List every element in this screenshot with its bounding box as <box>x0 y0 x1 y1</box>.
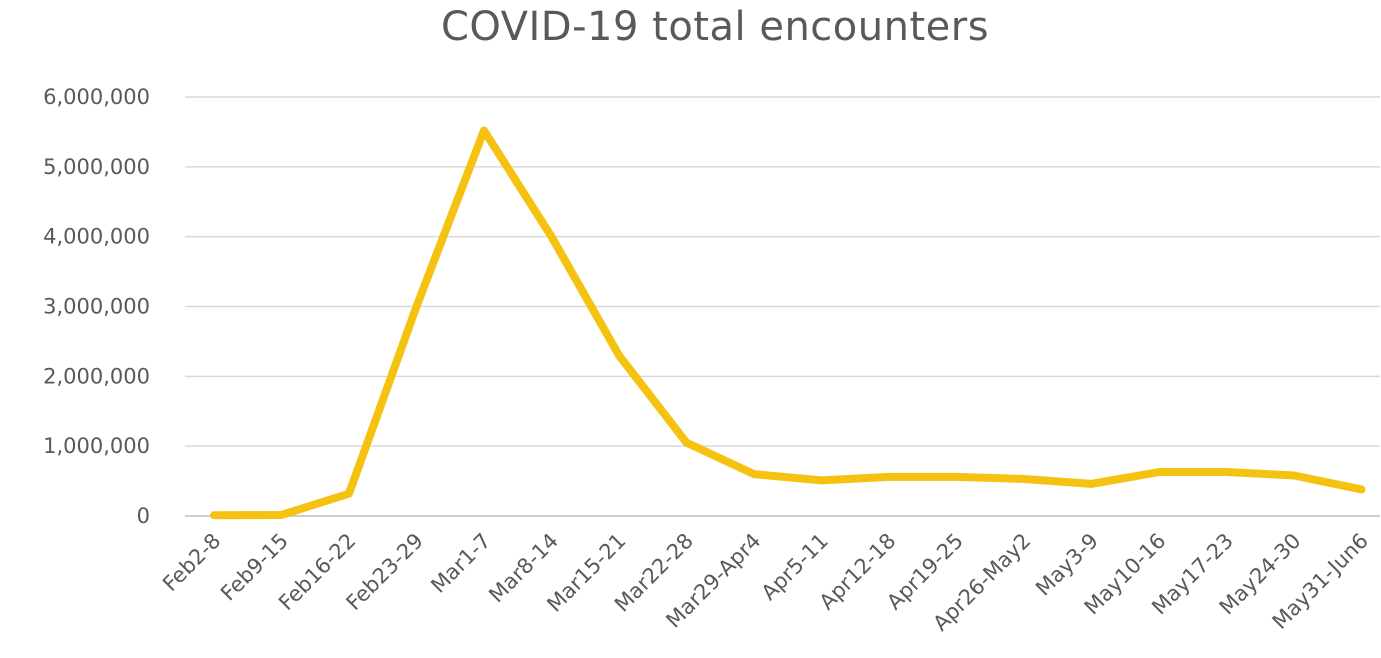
x-axis-ticks: Feb2-8Feb9-15Feb16-22Feb23-29Mar1-7Mar8-… <box>158 529 1373 636</box>
y-tick-label: 3,000,000 <box>43 295 150 319</box>
x-tick-label: Feb2-8 <box>158 529 226 597</box>
series-layer <box>210 126 1366 520</box>
y-axis-ticks: 0 1,000,000 2,000,000 3,000,000 4,000,000 5,0… <box>43 85 150 528</box>
y-tick-label: 5,000,000 <box>43 155 150 179</box>
chart-title: COVID-19 total encounters <box>440 4 990 50</box>
y-tick-label: 4,000,000 <box>43 225 150 249</box>
x-tick-label: Mar1-7 <box>426 529 495 598</box>
y-tick-label: 2,000,000 <box>43 364 150 388</box>
series-line <box>210 126 1366 520</box>
gridlines <box>185 96 1380 517</box>
y-tick-label: 6,000,000 <box>43 85 150 109</box>
y-tick-label: 0 <box>137 504 150 528</box>
y-tick-label: 1,000,000 <box>43 434 150 458</box>
